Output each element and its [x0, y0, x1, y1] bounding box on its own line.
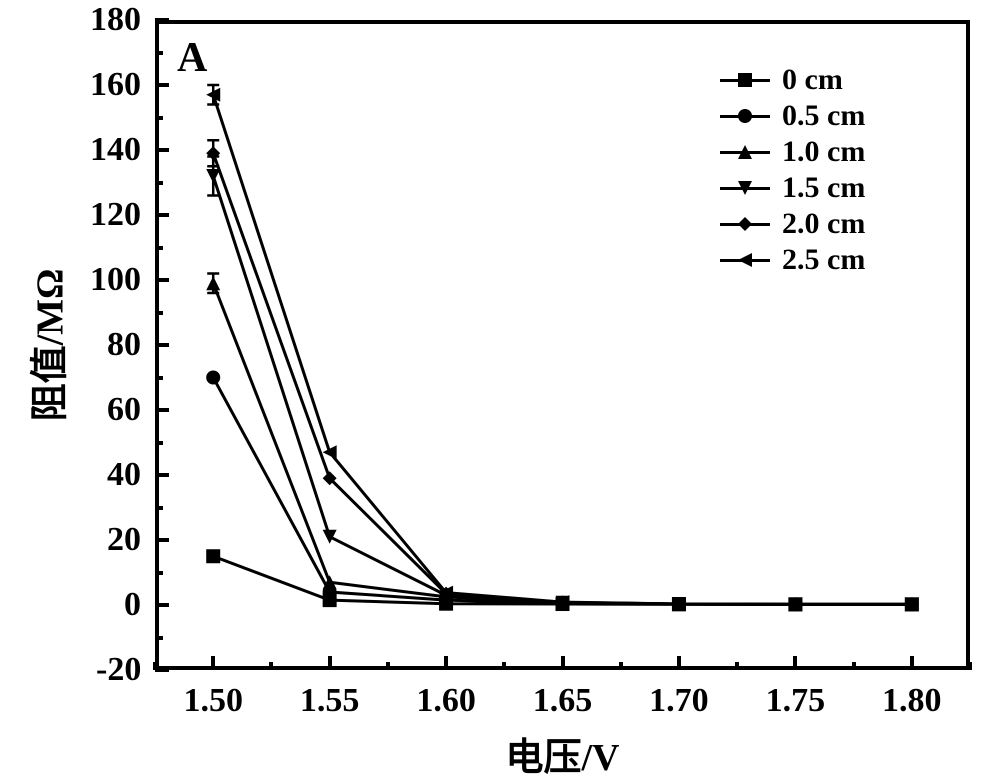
- legend-marker-icon: [735, 214, 755, 234]
- legend-line: [720, 79, 770, 82]
- legend-line: [720, 259, 770, 262]
- x-tick-label: 1.70: [649, 682, 709, 720]
- y-tick-label: 120: [90, 196, 141, 234]
- y-tick-label: 20: [107, 521, 141, 559]
- y-tick: [155, 116, 163, 120]
- y-tick-label: 100: [90, 261, 141, 299]
- x-tick: [269, 662, 273, 670]
- legend-row: 1.0 cm: [720, 134, 865, 170]
- y-tick: [155, 148, 169, 152]
- legend-marker-icon: [735, 250, 755, 270]
- legend-line: [720, 187, 770, 190]
- x-tick-label: 1.65: [533, 682, 593, 720]
- x-tick: [910, 656, 914, 670]
- x-tick-label: 1.80: [882, 682, 942, 720]
- legend-row: 1.5 cm: [720, 170, 865, 206]
- y-tick-label: 60: [107, 391, 141, 429]
- y-tick: [155, 603, 169, 607]
- y-tick: [155, 473, 169, 477]
- legend-row: 2.5 cm: [720, 242, 865, 278]
- x-tick-label: 1.60: [416, 682, 476, 720]
- y-tick: [155, 636, 163, 640]
- legend: 0 cm0.5 cm1.0 cm1.5 cm2.0 cm2.5 cm: [720, 62, 865, 278]
- y-tick: [155, 408, 169, 412]
- y-tick-label: 80: [107, 326, 141, 364]
- x-tick: [386, 662, 390, 670]
- x-tick: [619, 662, 623, 670]
- x-tick: [677, 656, 681, 670]
- legend-line: [720, 151, 770, 154]
- y-tick: [155, 51, 163, 55]
- legend-label: 1.5 cm: [782, 171, 865, 205]
- legend-marker-icon: [735, 178, 755, 198]
- x-tick: [793, 656, 797, 670]
- legend-row: 0.5 cm: [720, 98, 865, 134]
- y-tick-label: 180: [90, 1, 141, 39]
- legend-label: 2.0 cm: [782, 207, 865, 241]
- legend-label: 0.5 cm: [782, 99, 865, 133]
- y-tick-label: -20: [96, 651, 141, 689]
- y-tick: [155, 18, 169, 22]
- x-tick: [852, 662, 856, 670]
- y-tick: [155, 376, 163, 380]
- y-tick: [155, 343, 169, 347]
- x-tick: [444, 656, 448, 670]
- x-tick: [968, 662, 972, 670]
- x-tick-label: 1.75: [766, 682, 826, 720]
- legend-line: [720, 223, 770, 226]
- legend-label: 0 cm: [782, 63, 843, 97]
- legend-marker-icon: [735, 142, 755, 162]
- legend-row: 2.0 cm: [720, 206, 865, 242]
- y-tick: [155, 213, 169, 217]
- legend-row: 0 cm: [720, 62, 865, 98]
- series-line: [213, 378, 912, 605]
- x-tick: [502, 662, 506, 670]
- y-tick: [155, 278, 169, 282]
- y-tick-label: 140: [90, 131, 141, 169]
- y-tick: [155, 441, 163, 445]
- legend-line: [720, 115, 770, 118]
- y-tick-label: 0: [124, 586, 141, 624]
- y-tick: [155, 246, 163, 250]
- y-tick: [155, 538, 169, 542]
- x-tick: [211, 656, 215, 670]
- x-tick: [561, 656, 565, 670]
- y-axis-title: 阻值/MΩ: [19, 269, 74, 422]
- panel-label: A: [177, 34, 207, 82]
- x-tick-label: 1.55: [300, 682, 360, 720]
- y-tick: [155, 668, 169, 672]
- y-tick: [155, 571, 163, 575]
- x-axis-title: 电压/V: [505, 726, 619, 781]
- y-tick-label: 160: [90, 66, 141, 104]
- legend-label: 1.0 cm: [782, 135, 865, 169]
- x-tick: [735, 662, 739, 670]
- y-tick: [155, 83, 169, 87]
- x-tick-label: 1.50: [183, 682, 243, 720]
- y-tick: [155, 506, 163, 510]
- chart-container: 1.50 1.55 1.60 1.65 1.70 1.75 1.80 -20 0 20 40 60 80…: [0, 0, 1000, 780]
- x-tick: [328, 656, 332, 670]
- y-tick-label: 40: [107, 456, 141, 494]
- y-tick: [155, 181, 163, 185]
- legend-marker-icon: [735, 70, 755, 90]
- legend-marker-icon: [735, 106, 755, 126]
- legend-label: 2.5 cm: [782, 243, 865, 277]
- y-tick: [155, 311, 163, 315]
